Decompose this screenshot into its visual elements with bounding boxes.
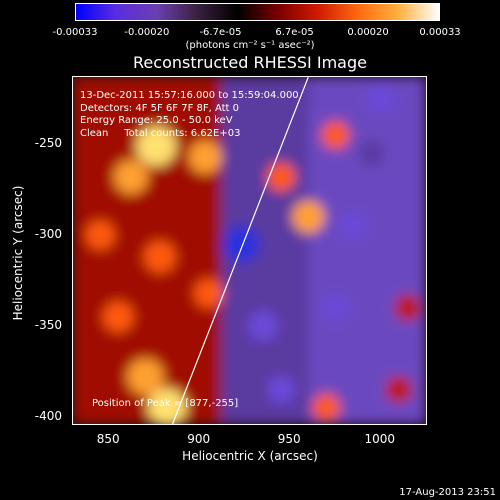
negative-blob — [339, 211, 368, 240]
solar-limb-line — [172, 77, 309, 424]
negative-blob — [222, 112, 250, 140]
heatmap-plot-area — [72, 76, 427, 425]
positive-blob — [385, 376, 413, 403]
y-tick-label: -400 — [34, 408, 62, 423]
chart-title: Reconstructed RHESSI Image — [133, 53, 367, 72]
heatmap-svg — [73, 77, 426, 424]
negative-blob — [366, 84, 396, 114]
colorbar-tick-label: 0.00033 — [419, 27, 461, 38]
x-tick-label: 900 — [187, 432, 211, 446]
positive-blob — [321, 121, 350, 150]
x-tick-label: 950 — [277, 432, 301, 446]
positive-blob — [194, 278, 224, 308]
x-axis-label: Heliocentric X (arcsec) — [182, 449, 318, 463]
positive-blob — [136, 126, 177, 167]
clean-counts-text: Clean Total counts: 6.62E+03 — [80, 127, 241, 139]
x-tick-label: 850 — [96, 432, 120, 446]
positive-blob — [127, 358, 164, 395]
footer-date: 17-Aug-2013 23:51 — [399, 487, 496, 498]
heatmap-blobs — [73, 77, 426, 424]
positive-blob — [312, 393, 341, 422]
positive-blob — [394, 294, 422, 322]
positive-blob — [144, 241, 176, 273]
detectors-text: Detectors: 4F 5F 6F 7F 8F, Att 0 — [80, 102, 240, 114]
colorbar-tick-label: 0.00020 — [347, 27, 389, 38]
colorbar-tick-label: 6.7e-05 — [275, 27, 314, 38]
y-tick-label: -250 — [34, 136, 62, 151]
negative-blob — [247, 310, 279, 342]
observation-info: 13-Dec-2011 15:57:16.000 to 15:59:04.000… — [80, 90, 299, 140]
y-axis-label: Heliocentric Y (arcsec) — [11, 185, 25, 321]
colorbar — [75, 3, 440, 21]
colorbar-tick-label: -6.7e-05 — [199, 27, 242, 38]
x-tick-label: 1000 — [364, 432, 396, 446]
time-range-text: 13-Dec-2011 15:57:16.000 to 15:59:04.000 — [80, 90, 299, 101]
colorbar-tick-label: -0.00033 — [52, 27, 98, 38]
negative-blob — [358, 139, 386, 167]
y-tick-label: -350 — [34, 317, 62, 332]
positive-blob — [147, 388, 187, 424]
negative-blob — [320, 293, 351, 323]
peak-position-text: Position of Peak = [877,-255] — [92, 398, 239, 409]
positive-blob — [85, 220, 115, 250]
negative-blob — [267, 375, 296, 404]
y-tick-label: -300 — [34, 227, 62, 242]
positive-blob — [113, 159, 148, 194]
negative-blob — [223, 225, 260, 263]
positive-blob — [266, 162, 296, 192]
positive-blob — [291, 200, 325, 234]
energy-range-text: Energy Range: 25.0 - 50.0 keV — [80, 115, 233, 126]
positive-blob — [188, 140, 222, 174]
colorbar-tick-label: -0.00020 — [124, 27, 170, 38]
colorbar-unit-label: (photons cm⁻² s⁻¹ asec⁻²) — [185, 40, 315, 51]
positive-blob — [103, 301, 134, 333]
